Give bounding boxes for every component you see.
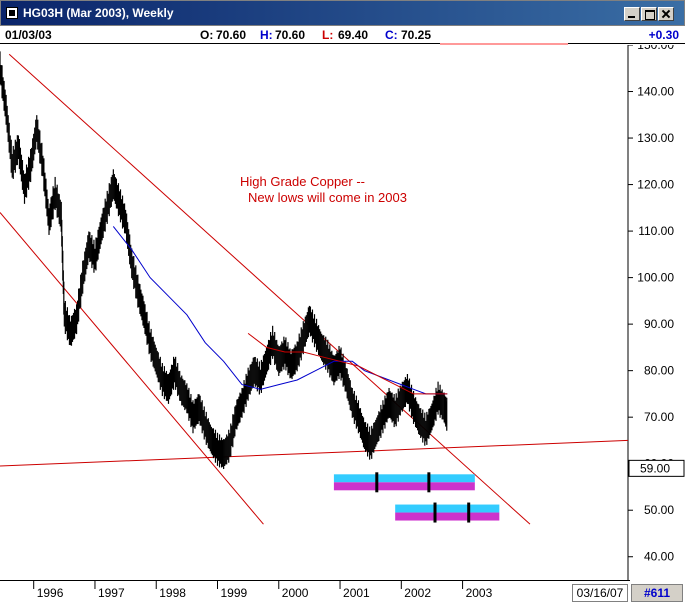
trendline (0, 439, 629, 467)
change-value: +0.30 (648, 28, 679, 42)
window-controls (624, 7, 674, 21)
x-tick-label: 2000 (282, 586, 309, 600)
chart-canvas[interactable]: 150.00 140.00 130.00 120.00 110.00 100.00 90.0… (0, 38, 685, 580)
annotation-line-2: New lows will come in 2003 (248, 190, 407, 205)
low-label: L: (322, 28, 334, 42)
x-axis-canvas: 1996 1997 1998 1999 2000 2001 2002 2003 (33, 581, 493, 600)
cycle-band-cyan (333, 474, 475, 483)
cycle-band-marker (375, 472, 379, 493)
y-tick-label: 100.00 (637, 271, 674, 285)
bar-date: 01/03/03 (5, 28, 52, 42)
trendline (0, 212, 264, 525)
cycle-band-marker (433, 502, 437, 523)
y-tick-label: 150.00 (637, 45, 674, 52)
x-tick-label: 2001 (343, 586, 370, 600)
close-icon[interactable] (658, 7, 674, 21)
high-value: 70.60 (275, 28, 306, 42)
x-tick-label: 1999 (221, 586, 248, 600)
cycle-band-marker (427, 472, 431, 493)
low-value: 69.40 (338, 28, 369, 42)
y-tick-label: 90.00 (644, 317, 674, 331)
y-axis-panel (628, 45, 685, 580)
moving-average-red (247, 333, 448, 395)
close-label: C: (385, 28, 398, 42)
ohlc-info-bar: 01/03/03 O: 70.60 H: 70.60 L: 69.40 C: 7… (0, 26, 685, 45)
x-tick-label: 1998 (159, 586, 186, 600)
x-tick-label: 2003 (466, 586, 493, 600)
y-tick-label: 140.00 (637, 85, 674, 99)
price-marker-label: 59.00 (640, 461, 670, 475)
infobar-highlight-line (440, 43, 568, 45)
price-marker-box (628, 459, 685, 477)
open-value: 70.60 (216, 28, 247, 42)
open-label: O: (200, 28, 214, 42)
minimize-icon[interactable] (624, 7, 640, 21)
footer-date: 03/16/07 (572, 584, 628, 602)
cycle-band-cyan (395, 504, 500, 513)
x-axis: 1996 1997 1998 1999 2000 2001 2002 2003 (0, 580, 630, 607)
x-tick-label: 1997 (98, 586, 125, 600)
cycle-band-magenta (395, 512, 500, 521)
high-label: H: (260, 28, 273, 42)
y-tick-label: 130.00 (637, 131, 674, 145)
cycle-band-magenta (333, 482, 475, 491)
trendline (8, 53, 531, 525)
x-tick-label: 1996 (37, 586, 64, 600)
title-bar: HG03H (Mar 2003), Weekly (0, 0, 685, 26)
chart-id-badge[interactable]: #611 (631, 584, 683, 602)
price-chart[interactable]: 150.00 140.00 130.00 120.00 110.00 100.00 90.0… (0, 38, 685, 580)
cycle-band-marker (467, 502, 471, 523)
y-tick-label: 80.00 (644, 364, 674, 378)
y-tick-label: 40.00 (644, 550, 674, 564)
y-tick-label: 70.00 (644, 410, 674, 424)
moving-average-blue (112, 226, 448, 395)
y-tick-label: 120.00 (637, 178, 674, 192)
close-value: 70.25 (401, 28, 432, 42)
y-tick-label: 110.00 (638, 224, 674, 238)
x-tick-label: 2002 (404, 586, 431, 600)
window-title: HG03H (Mar 2003), Weekly (23, 6, 174, 20)
maximize-icon[interactable] (641, 7, 657, 21)
y-tick-label: 50.00 (644, 503, 674, 517)
app-icon (6, 7, 18, 19)
annotation-line-1: High Grade Copper -- (240, 174, 365, 189)
